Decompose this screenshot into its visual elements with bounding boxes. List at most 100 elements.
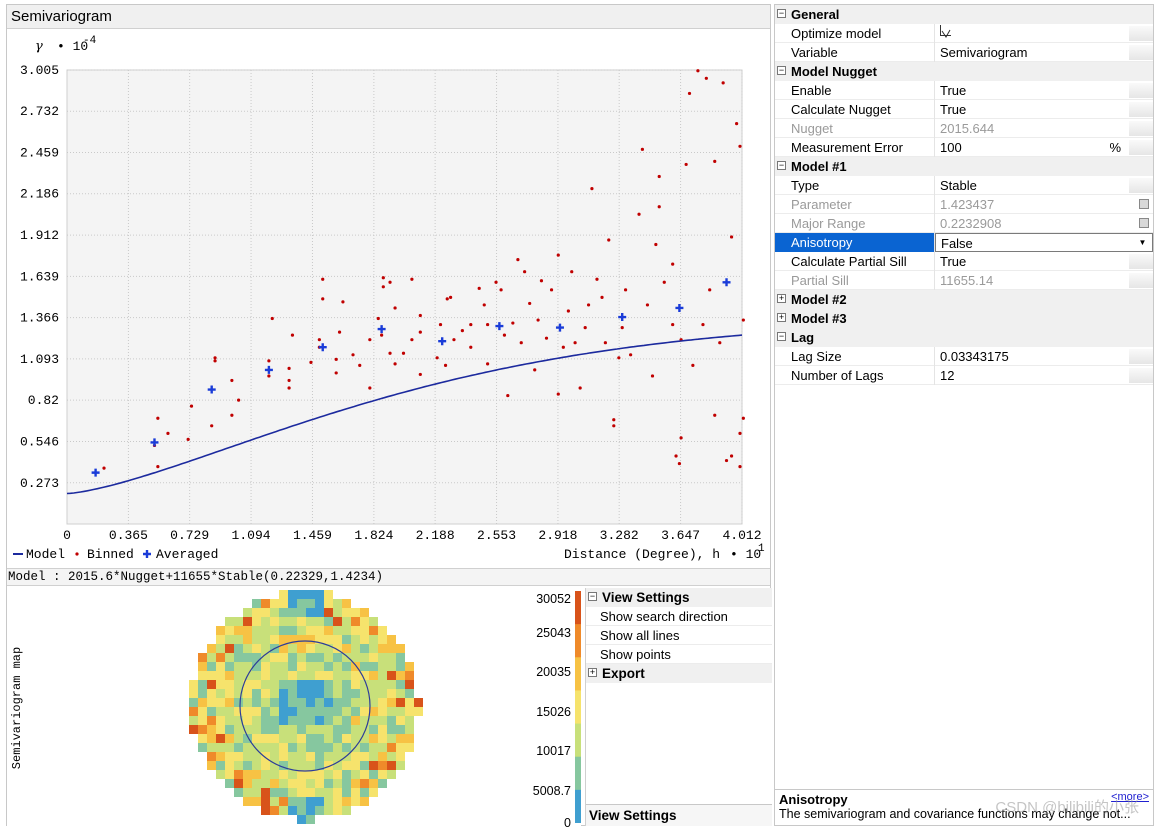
binned-point: [721, 81, 725, 85]
map-cell: [234, 680, 243, 689]
category-general[interactable]: − General: [775, 5, 1153, 24]
map-cell: [297, 770, 306, 779]
map-cell: [252, 707, 261, 716]
category-model-3[interactable]: + Model #3: [775, 309, 1153, 328]
legend-tick-label: 15026: [536, 705, 571, 719]
map-cell: [279, 590, 288, 599]
property-major-range[interactable]: Major Range 0.2232908: [775, 214, 1153, 233]
map-cell: [333, 599, 342, 608]
map-cell: [270, 752, 279, 761]
map-cell: [387, 635, 396, 644]
property-calculate-nugget[interactable]: Calculate Nugget True: [775, 100, 1153, 119]
property-value[interactable]: Stable: [935, 176, 1153, 195]
property-lag-size[interactable]: Lag Size 0.03343175: [775, 347, 1153, 366]
collapse-icon[interactable]: −: [588, 591, 597, 601]
property-enable[interactable]: Enable True: [775, 81, 1153, 100]
collapse-icon[interactable]: −: [777, 8, 786, 18]
property-value[interactable]: True: [935, 252, 1153, 271]
map-cell: [234, 635, 243, 644]
property-value[interactable]: 11655.14: [935, 271, 1153, 290]
property-value[interactable]: True: [935, 100, 1153, 119]
collapse-icon[interactable]: −: [777, 65, 786, 75]
property-value[interactable]: [935, 24, 1153, 43]
property-nugget[interactable]: Nugget 2015.644: [775, 119, 1153, 138]
map-cell: [342, 707, 351, 716]
property-type[interactable]: Type Stable: [775, 176, 1153, 195]
expand-icon[interactable]: +: [777, 293, 786, 303]
map-cell: [351, 626, 360, 635]
property-value[interactable]: 1.423437: [935, 195, 1153, 214]
property-partial-sill[interactable]: Partial Sill 11655.14: [775, 271, 1153, 290]
map-cell: [387, 770, 396, 779]
binned-point: [230, 378, 234, 383]
map-cell: [297, 626, 306, 635]
show-points-option[interactable]: Show points: [586, 645, 772, 664]
collapse-icon[interactable]: −: [777, 160, 786, 170]
property-value[interactable]: 0.2232908: [935, 214, 1153, 233]
map-cell: [288, 725, 297, 734]
property-value[interactable]: Semivariogram: [935, 43, 1153, 62]
binned-point: [684, 162, 688, 167]
expand-icon[interactable]: +: [777, 312, 786, 322]
category-model-2[interactable]: + Model #2: [775, 290, 1153, 309]
map-cell: [351, 752, 360, 761]
map-cell: [324, 644, 333, 653]
map-cell: [333, 716, 342, 725]
property-value[interactable]: False ▼: [935, 233, 1153, 252]
property-anisotropy[interactable]: Anisotropy False ▼: [775, 233, 1153, 252]
map-cell: [288, 770, 297, 779]
property-variable[interactable]: Variable Semivariogram: [775, 43, 1153, 62]
export-header[interactable]: + Export: [586, 664, 772, 683]
calculator-icon[interactable]: [1139, 199, 1149, 209]
show-all-lines-option[interactable]: Show all lines: [586, 626, 772, 645]
more-link[interactable]: <more>: [1111, 791, 1149, 803]
map-cell: [387, 743, 396, 752]
category-model-1[interactable]: − Model #1: [775, 157, 1153, 176]
watermark: CSDN @bilibili的小张: [995, 799, 1139, 816]
category-model-nugget[interactable]: − Model Nugget: [775, 62, 1153, 81]
optimize-icon[interactable]: [940, 25, 951, 38]
property-measurement-error[interactable]: Measurement Error 100%: [775, 138, 1153, 157]
map-cell: [351, 608, 360, 617]
row-shade: [1129, 102, 1153, 117]
property-value[interactable]: True: [935, 81, 1153, 100]
binned-point: [677, 461, 682, 466]
property-value[interactable]: 0.03343175: [935, 347, 1153, 366]
chevron-down-icon[interactable]: ▼: [1138, 238, 1147, 247]
semivariogram-chart[interactable]: 0.273 0.546 0.82 1.093 1.366 1.639 1.912 2.186 2…: [7, 29, 770, 568]
collapse-icon[interactable]: −: [777, 331, 786, 341]
map-cell: [324, 698, 333, 707]
property-optimize-model[interactable]: Optimize model: [775, 24, 1153, 43]
property-name: Major Range: [775, 214, 935, 233]
property-name: Type: [775, 176, 935, 195]
map-cell: [270, 770, 279, 779]
map-cell: [270, 689, 279, 698]
map-cell: [369, 662, 378, 671]
map-cell: [225, 662, 234, 671]
map-cell: [351, 617, 360, 626]
binned-point: [544, 336, 549, 340]
property-grid: − General Optimize model Variable Semivariog…: [774, 4, 1154, 826]
map-cell: [243, 653, 252, 662]
semivariogram-map[interactable]: [27, 588, 523, 826]
map-cell: [261, 653, 270, 662]
map-cell: [315, 671, 324, 680]
map-cell: [261, 806, 270, 815]
calculator-icon[interactable]: [1139, 218, 1149, 228]
property-value[interactable]: 12: [935, 366, 1153, 385]
map-cell: [234, 626, 243, 635]
map-cell: [297, 617, 306, 626]
property-number-of-lags[interactable]: Number of Lags 12: [775, 366, 1153, 385]
show-search-direction-option[interactable]: Show search direction: [586, 607, 772, 626]
property-calculate-partial-sill[interactable]: Calculate Partial Sill True: [775, 252, 1153, 271]
binned-point: [334, 371, 338, 375]
category-lag[interactable]: − Lag: [775, 328, 1153, 347]
property-value[interactable]: 100%: [935, 138, 1153, 157]
expand-icon[interactable]: +: [588, 667, 597, 677]
property-value[interactable]: 2015.644: [935, 119, 1153, 138]
map-cell: [315, 806, 324, 815]
property-parameter[interactable]: Parameter 1.423437: [775, 195, 1153, 214]
binned-point: [528, 301, 532, 306]
binned-point: [556, 253, 560, 257]
view-settings-header[interactable]: − View Settings: [586, 588, 772, 607]
